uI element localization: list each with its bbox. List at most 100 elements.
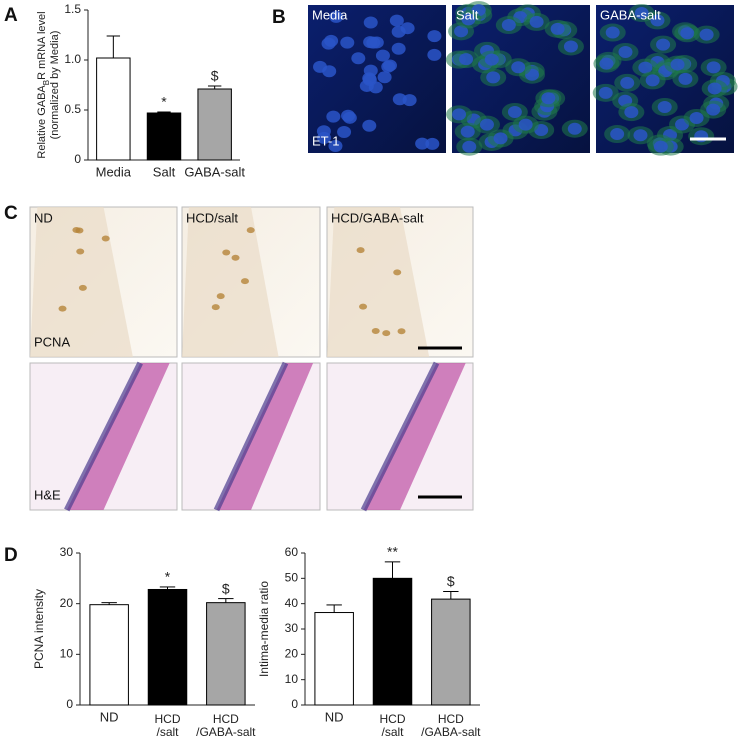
stain xyxy=(222,249,231,256)
nucleus xyxy=(324,34,339,47)
nucleus xyxy=(518,118,533,131)
nucleus xyxy=(392,93,407,106)
nucleus xyxy=(484,53,499,66)
nucleus xyxy=(340,36,355,49)
y-tick-label: 20 xyxy=(285,647,299,661)
stain xyxy=(382,330,391,337)
micrograph-label: ND xyxy=(34,210,53,225)
y-tick-label: 0 xyxy=(291,697,298,711)
annotation: * xyxy=(165,569,171,585)
stain xyxy=(356,247,365,254)
nucleus xyxy=(633,129,648,142)
tissue xyxy=(363,363,466,510)
stain xyxy=(231,254,240,261)
nucleus xyxy=(511,61,526,74)
bar xyxy=(197,88,232,161)
micrographs: Media Salt GABA-salt ET-1 ND HCD/salt HCD/GABA… xyxy=(29,1,738,512)
stain xyxy=(75,227,84,234)
stain xyxy=(76,248,85,255)
stain xyxy=(393,269,402,276)
y-tick-label: 1.0 xyxy=(64,52,81,66)
tissue-edge xyxy=(213,361,289,512)
micrograph-label: ET-1 xyxy=(312,133,339,148)
bar xyxy=(431,598,471,706)
nucleus xyxy=(550,22,565,35)
nucleus xyxy=(329,10,344,23)
x-tick-label: HCD xyxy=(380,712,406,726)
nucleus xyxy=(425,137,440,150)
nucleus xyxy=(599,57,614,70)
nucleus xyxy=(680,27,695,40)
nucleus xyxy=(650,14,665,27)
y-tick-label: 0 xyxy=(74,152,81,166)
tissue xyxy=(216,363,314,510)
chart: 0 10 20 30 PCNA intensity ND * HCD/salt $ HCD/GAB… xyxy=(32,545,256,739)
bar xyxy=(96,57,131,161)
y-tick-label: 60 xyxy=(285,545,299,559)
y-tick-label: 20 xyxy=(60,596,74,610)
y-tick-label: 30 xyxy=(285,621,299,635)
x-tick-label: Salt xyxy=(153,164,176,179)
x-tick-label: /salt xyxy=(381,725,404,739)
stain xyxy=(78,284,87,291)
nucleus xyxy=(389,14,404,27)
nucleus xyxy=(634,6,649,19)
nucleus xyxy=(605,26,620,39)
nucleus xyxy=(351,52,366,65)
stain xyxy=(216,293,225,300)
nucleus xyxy=(706,103,721,116)
nucleus xyxy=(461,13,476,26)
annotation: ** xyxy=(387,544,398,560)
bar xyxy=(372,577,413,706)
micrograph-label: H&E xyxy=(34,487,61,502)
x-tick-label: ND xyxy=(100,709,119,724)
x-tick-label: /GABA-salt xyxy=(196,725,256,739)
nucleus xyxy=(479,118,494,131)
chart: 0 10 20 30 40 50 60 Intima-media ratio ND ** HCD/s… xyxy=(257,544,481,740)
nucleus xyxy=(598,86,613,99)
stain xyxy=(58,305,67,312)
annotation: $ xyxy=(222,580,230,596)
nucleus xyxy=(452,108,467,121)
stain xyxy=(101,235,110,242)
nucleus xyxy=(507,105,522,118)
nucleus xyxy=(462,140,477,153)
bar xyxy=(206,602,246,706)
stain xyxy=(240,278,249,285)
nucleus xyxy=(678,72,693,85)
bar xyxy=(147,588,188,706)
nucleus xyxy=(362,119,377,132)
x-tick-label: HCD xyxy=(213,712,239,726)
annotation: $ xyxy=(447,573,455,589)
tissue-edge xyxy=(64,361,143,512)
y-tick-label: 10 xyxy=(285,672,299,686)
tissue xyxy=(66,363,170,510)
tissue xyxy=(327,207,430,357)
stain xyxy=(359,303,368,310)
nucleus xyxy=(313,60,328,73)
y-tick-label: 0 xyxy=(66,697,73,711)
tissue xyxy=(30,207,133,357)
stain xyxy=(397,328,406,335)
tissue xyxy=(182,207,279,357)
nucleus xyxy=(366,36,381,49)
nucleus xyxy=(337,126,352,139)
nucleus xyxy=(563,40,578,53)
nucleus xyxy=(460,125,475,138)
y-tick-label: 1.5 xyxy=(64,2,81,16)
nucleus xyxy=(501,19,516,32)
nucleus xyxy=(707,82,722,95)
nucleus xyxy=(689,111,704,124)
nucleus xyxy=(624,106,639,119)
stain xyxy=(246,227,255,234)
bar xyxy=(89,604,129,706)
nucleus xyxy=(391,42,406,55)
nucleus xyxy=(486,71,501,84)
nucleus xyxy=(541,92,556,105)
nucleus xyxy=(670,58,685,71)
nucleus xyxy=(699,28,714,41)
nucleus xyxy=(459,53,474,66)
tissue-edge xyxy=(360,361,440,512)
x-tick-label: HCD xyxy=(438,712,464,726)
x-tick-label: /salt xyxy=(156,725,179,739)
